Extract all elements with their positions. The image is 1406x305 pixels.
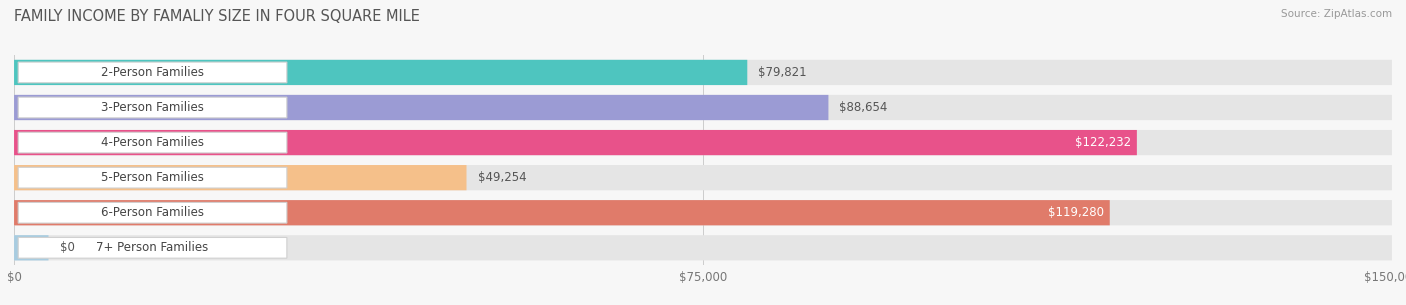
FancyBboxPatch shape <box>18 132 287 153</box>
FancyBboxPatch shape <box>14 200 1109 225</box>
Text: $119,280: $119,280 <box>1049 206 1104 219</box>
Text: FAMILY INCOME BY FAMALIY SIZE IN FOUR SQUARE MILE: FAMILY INCOME BY FAMALIY SIZE IN FOUR SQ… <box>14 9 420 24</box>
Text: $88,654: $88,654 <box>839 101 887 114</box>
Text: 7+ Person Families: 7+ Person Families <box>97 241 208 254</box>
FancyBboxPatch shape <box>14 165 1392 190</box>
FancyBboxPatch shape <box>14 200 1392 225</box>
FancyBboxPatch shape <box>18 167 287 188</box>
Text: $49,254: $49,254 <box>478 171 526 184</box>
FancyBboxPatch shape <box>14 130 1137 155</box>
FancyBboxPatch shape <box>14 165 467 190</box>
FancyBboxPatch shape <box>14 60 1392 85</box>
FancyBboxPatch shape <box>14 235 48 260</box>
FancyBboxPatch shape <box>18 62 287 83</box>
FancyBboxPatch shape <box>18 238 287 258</box>
Text: 3-Person Families: 3-Person Families <box>101 101 204 114</box>
FancyBboxPatch shape <box>18 97 287 118</box>
Text: 6-Person Families: 6-Person Families <box>101 206 204 219</box>
Text: 4-Person Families: 4-Person Families <box>101 136 204 149</box>
FancyBboxPatch shape <box>14 130 1392 155</box>
FancyBboxPatch shape <box>14 235 1392 260</box>
FancyBboxPatch shape <box>14 95 1392 120</box>
FancyBboxPatch shape <box>14 60 747 85</box>
Text: 2-Person Families: 2-Person Families <box>101 66 204 79</box>
Text: Source: ZipAtlas.com: Source: ZipAtlas.com <box>1281 9 1392 19</box>
FancyBboxPatch shape <box>18 203 287 223</box>
FancyBboxPatch shape <box>14 95 828 120</box>
Text: $122,232: $122,232 <box>1076 136 1132 149</box>
Text: $0: $0 <box>59 241 75 254</box>
Text: $79,821: $79,821 <box>758 66 807 79</box>
Text: 5-Person Families: 5-Person Families <box>101 171 204 184</box>
